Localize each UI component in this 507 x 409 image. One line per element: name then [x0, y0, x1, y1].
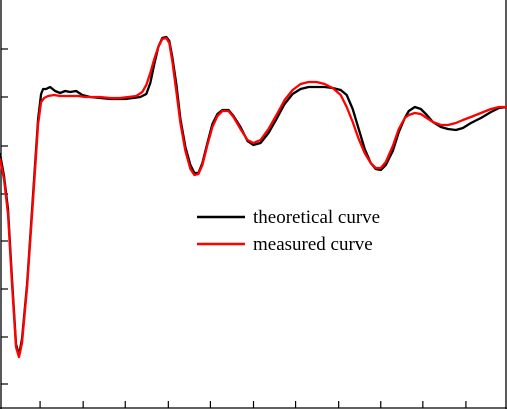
legend: theoretical curve measured curve — [197, 207, 380, 255]
series-line-measured — [0, 36, 507, 359]
x-ticks-group — [39, 401, 467, 408]
legend-label-measured: measured curve — [253, 234, 373, 255]
y-ticks-group — [1, 48, 8, 385]
series-group — [0, 35, 507, 359]
legend-label-theoretical: theoretical curve — [253, 207, 380, 228]
